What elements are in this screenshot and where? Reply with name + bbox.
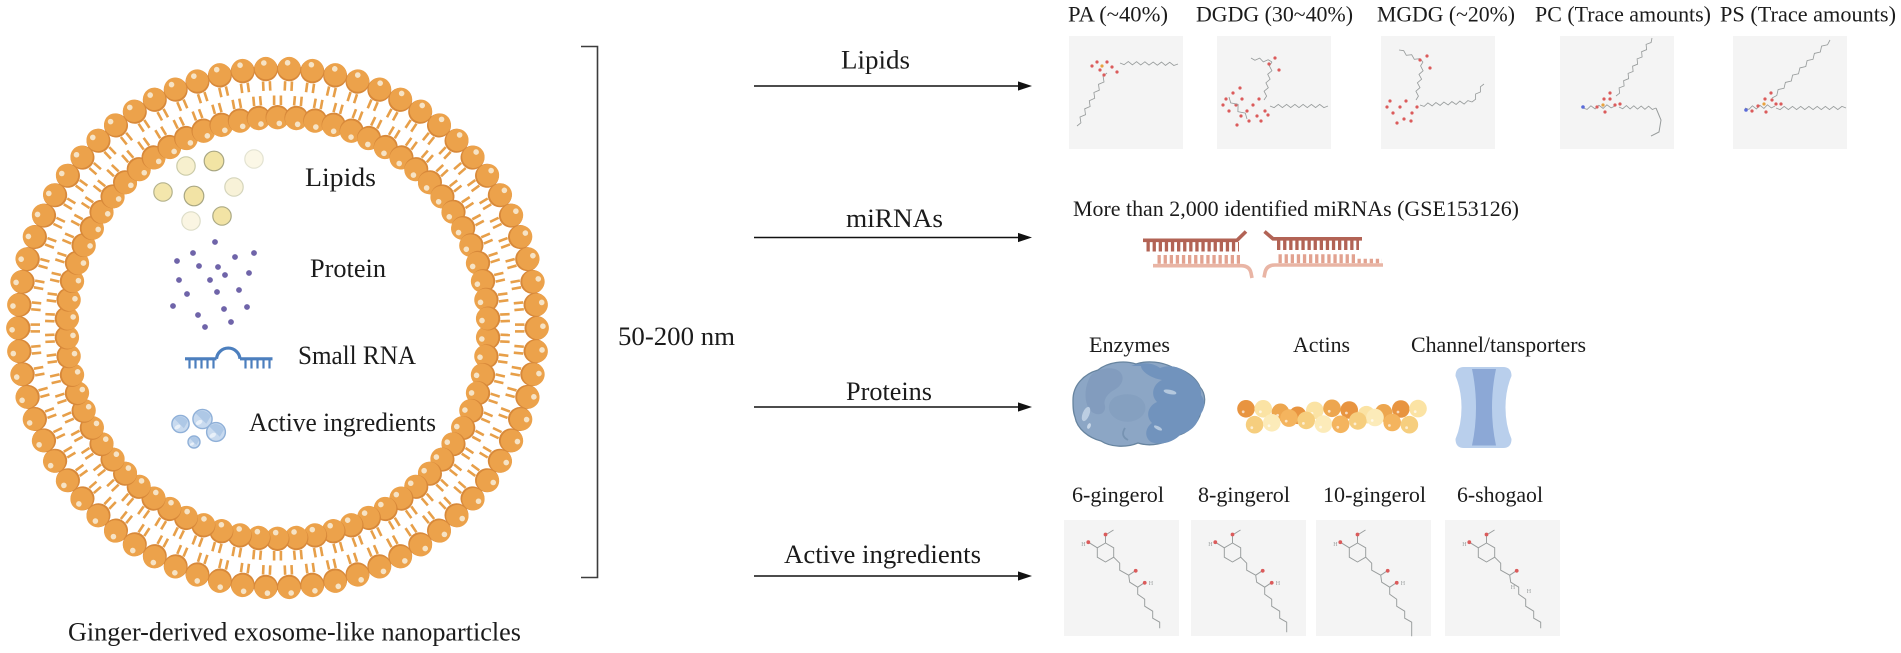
svg-text:Small RNA: Small RNA: [298, 341, 416, 370]
svg-text:PS (Trace amounts): PS (Trace amounts): [1720, 2, 1896, 27]
svg-text:Enzymes: Enzymes: [1089, 332, 1170, 357]
svg-text:Lipids: Lipids: [841, 46, 910, 75]
svg-text:miRNAs: miRNAs: [846, 204, 943, 233]
svg-text:H: H: [1333, 542, 1338, 548]
svg-text:H: H: [1276, 581, 1281, 587]
svg-text:10-gingerol: 10-gingerol: [1323, 482, 1426, 507]
svg-text:Proteins: Proteins: [846, 377, 932, 406]
svg-text:H: H: [1081, 542, 1086, 548]
svg-text:Ginger-derived exosome-like na: Ginger-derived exosome-like nanoparticle…: [68, 618, 521, 647]
svg-text:Active ingredients: Active ingredients: [249, 408, 436, 437]
svg-text:6-shogaol: 6-shogaol: [1457, 482, 1543, 507]
svg-text:Channel/tansporters: Channel/tansporters: [1411, 332, 1586, 357]
svg-text:MGDG (~20%): MGDG (~20%): [1377, 2, 1515, 27]
svg-text:Active ingredients: Active ingredients: [784, 540, 981, 569]
svg-text:6-gingerol: 6-gingerol: [1072, 482, 1164, 507]
svg-text:More than 2,000 identified miR: More than 2,000 identified miRNAs (GSE15…: [1073, 196, 1519, 221]
svg-text:Protein: Protein: [310, 254, 386, 283]
svg-text:PC (Trace amounts): PC (Trace amounts): [1535, 2, 1711, 27]
svg-text:8-gingerol: 8-gingerol: [1198, 482, 1290, 507]
svg-text:H: H: [1511, 585, 1516, 591]
svg-text:Actins: Actins: [1293, 332, 1350, 357]
svg-text:PA (~40%): PA (~40%): [1068, 2, 1168, 27]
svg-text:H: H: [1401, 581, 1406, 587]
svg-text:H: H: [1527, 589, 1532, 595]
svg-text:Lipids: Lipids: [305, 163, 376, 192]
svg-text:H: H: [1149, 581, 1154, 587]
svg-text:H: H: [1462, 542, 1467, 548]
svg-text:50-200 nm: 50-200 nm: [618, 322, 735, 351]
svg-text:H: H: [1208, 542, 1213, 548]
svg-text:DGDG (30~40%): DGDG (30~40%): [1196, 2, 1353, 27]
